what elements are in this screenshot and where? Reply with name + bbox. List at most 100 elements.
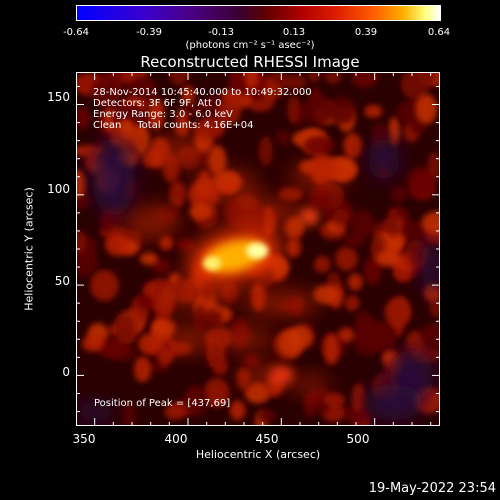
texture-blob bbox=[335, 246, 358, 271]
texture-blob bbox=[348, 273, 363, 291]
texture-blob bbox=[314, 387, 331, 415]
texture-blob bbox=[344, 294, 360, 312]
texture-blob bbox=[328, 96, 356, 125]
colorbar-tick: -0.39 bbox=[136, 27, 162, 38]
colorbar-tick: -0.13 bbox=[208, 27, 234, 38]
texture-blob bbox=[117, 331, 137, 345]
texture-blob bbox=[313, 255, 331, 273]
secondary-source bbox=[299, 207, 320, 226]
footer-timestamp: 19-May-2022 23:54 bbox=[368, 481, 496, 496]
y-tick-label: 150 bbox=[47, 90, 70, 104]
info-line-detectors: Detectors: 3F 6F 9F, Att 0 bbox=[93, 98, 222, 109]
info-line-counts: Clean Total counts: 4.16E+04 bbox=[93, 120, 254, 131]
texture-blob bbox=[345, 403, 371, 426]
x-axis-label: Heliocentric X (arcsec) bbox=[195, 448, 321, 461]
texture-blob bbox=[303, 135, 335, 156]
texture-blob bbox=[308, 186, 331, 210]
texture-blob bbox=[139, 252, 158, 266]
texture-blob bbox=[216, 100, 241, 126]
peak-position-label: Position of Peak = [437,69] bbox=[94, 398, 231, 409]
texture-blob bbox=[351, 72, 379, 88]
texture-blob bbox=[258, 136, 273, 166]
texture-blob bbox=[327, 271, 341, 290]
texture-blob bbox=[230, 72, 244, 88]
texture-blob bbox=[323, 392, 346, 407]
negative-region bbox=[363, 384, 424, 421]
x-tick-label: 400 bbox=[164, 432, 188, 446]
texture-blob bbox=[417, 72, 438, 87]
info-line-time: 28-Nov-2014 10:45:40.000 to 10:49:32.000 bbox=[93, 87, 312, 98]
texture-blob bbox=[192, 118, 225, 140]
texture-blob bbox=[343, 233, 366, 247]
texture-blob bbox=[96, 337, 128, 358]
info-line-energy: Energy Range: 3.0 - 6.0 keV bbox=[93, 109, 233, 120]
texture-blob bbox=[181, 85, 195, 106]
texture-blob bbox=[390, 185, 408, 203]
chart-title: Reconstructed RHESSI Image bbox=[140, 53, 360, 71]
texture-blob bbox=[376, 250, 399, 267]
intensity-blobs bbox=[76, 72, 440, 426]
negative-region bbox=[91, 136, 136, 217]
texture-blob bbox=[287, 325, 314, 349]
texture-blob bbox=[138, 332, 164, 355]
bright-region bbox=[190, 169, 261, 202]
bright-region bbox=[158, 325, 218, 354]
texture-blob bbox=[168, 72, 190, 86]
texture-blob bbox=[282, 74, 307, 90]
texture-blob bbox=[308, 72, 321, 83]
bright-region bbox=[157, 278, 238, 311]
texture-blob bbox=[244, 382, 271, 404]
texture-blob bbox=[147, 98, 165, 130]
texture-blob bbox=[105, 234, 131, 257]
y-tick-label: 100 bbox=[47, 182, 70, 196]
texture-blob bbox=[287, 95, 301, 124]
texture-blob bbox=[332, 208, 349, 227]
texture-blob bbox=[119, 119, 134, 141]
texture-blob bbox=[364, 104, 383, 118]
texture-blob bbox=[187, 385, 207, 417]
texture-blob bbox=[382, 351, 396, 364]
y-axis-label: Heliocentric Y (arcsec) bbox=[22, 187, 36, 311]
bright-region bbox=[289, 374, 330, 395]
texture-blob bbox=[157, 347, 173, 367]
bright-region bbox=[148, 135, 209, 164]
texture-blob bbox=[388, 116, 401, 146]
texture-blob bbox=[90, 269, 119, 302]
texture-blob bbox=[351, 383, 366, 412]
texture-blob bbox=[276, 129, 290, 146]
texture-blob bbox=[169, 180, 186, 208]
texture-blob bbox=[76, 229, 87, 254]
texture-blob bbox=[359, 320, 373, 345]
texture-blob bbox=[338, 327, 355, 343]
texture-blob bbox=[421, 211, 440, 236]
texture-blob bbox=[420, 323, 440, 350]
texture-blob bbox=[229, 400, 246, 421]
texture-blob bbox=[323, 333, 340, 365]
texture-blob bbox=[189, 201, 213, 221]
colorbar bbox=[76, 5, 441, 21]
texture-blob bbox=[286, 236, 302, 258]
colorbar-tick: -0.64 bbox=[63, 27, 89, 38]
texture-blob bbox=[415, 94, 438, 125]
texture-blob bbox=[122, 401, 136, 426]
axes bbox=[76, 72, 440, 426]
bright-region bbox=[241, 289, 322, 318]
texture-blob bbox=[408, 177, 435, 201]
texture-blob bbox=[81, 335, 104, 352]
texture-blob bbox=[381, 219, 401, 232]
colorbar-tick: 0.13 bbox=[282, 27, 306, 38]
y-tick-label: 50 bbox=[54, 274, 70, 288]
texture-blob bbox=[343, 132, 363, 159]
texture-blob bbox=[91, 77, 122, 109]
negative-region bbox=[420, 237, 440, 298]
y-tick-label: 0 bbox=[62, 365, 70, 379]
texture-blob bbox=[201, 309, 223, 328]
texture-blob bbox=[186, 101, 213, 117]
secondary-source bbox=[269, 365, 294, 386]
bright-region bbox=[120, 203, 181, 240]
texture-blob bbox=[176, 238, 195, 252]
bright-region bbox=[222, 196, 303, 229]
texture-blob bbox=[203, 378, 230, 408]
texture-blob bbox=[159, 235, 173, 251]
texture-blob bbox=[278, 187, 304, 202]
